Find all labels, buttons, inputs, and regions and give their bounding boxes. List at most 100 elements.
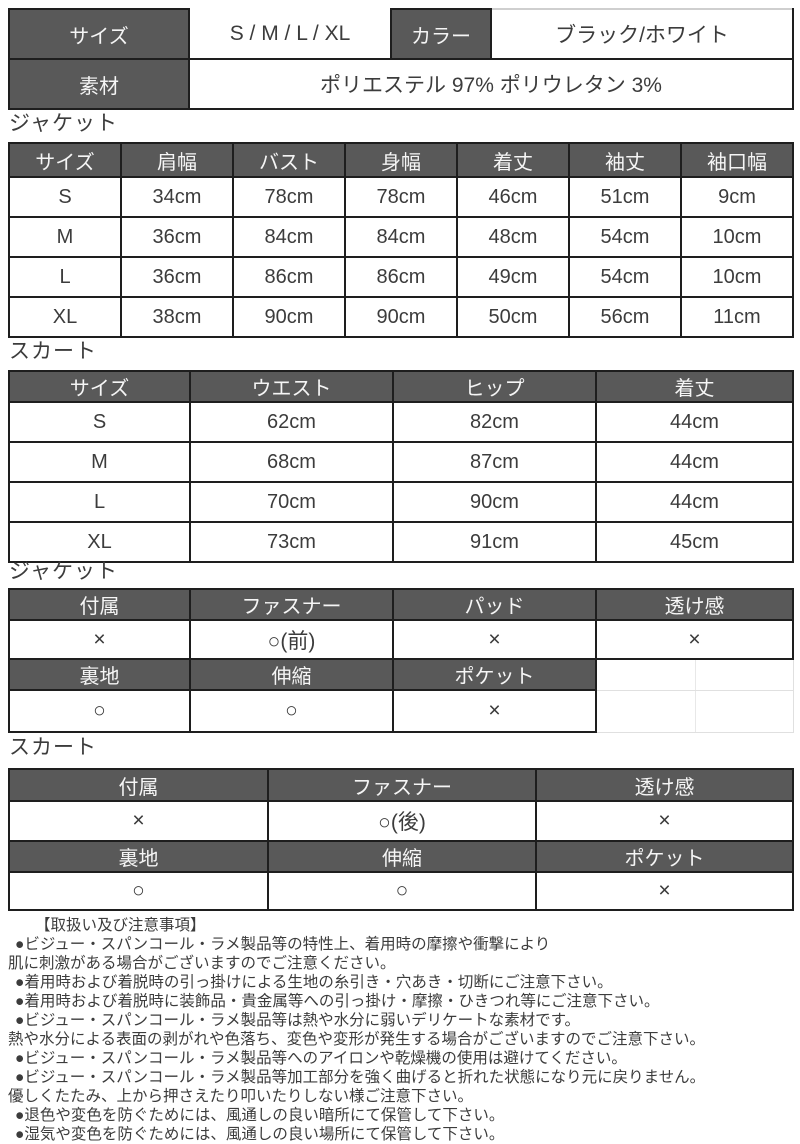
jacket-detail-value-cell: ○ [189,689,394,733]
table-header-row: 付属 ファスナー パッド 透け感 [8,588,794,621]
jacket-detail-header-cell: 伸縮 [189,658,394,691]
jacket-detail-header-cell: 裏地 [8,658,191,691]
jacket-size-header-cell: 身幅 [344,142,458,178]
skirt-size-cell: 90cm [392,481,597,523]
jacket-size-cell: 90cm [232,296,346,338]
jacket-size-cell: 9cm [680,176,794,218]
jacket-size-cell: XL [8,296,122,338]
table-row: L 70cm 90cm 44cm [8,481,794,523]
skirt-size-cell: 91cm [392,521,597,563]
note-line: ●着用時および着脱時に装飾品・貴金属等への引っ掛け・摩擦・ひきつれ等にご注意下さ… [15,993,660,1010]
jacket-detail-value-cell: ○ [8,689,191,733]
jacket-size-cell: 54cm [568,216,682,258]
color-label-cell: カラー [390,8,492,60]
jacket-detail-value-cell: × [392,689,597,733]
jacket-size-cell: 48cm [456,216,570,258]
jacket-size-header-cell: 袖口幅 [680,142,794,178]
skirt-size-cell: 82cm [392,401,597,443]
note-line: ●湿気や変色を防ぐためには、風通しの良い場所にて保管して下さい。 [15,1126,505,1143]
table-row: M 68cm 87cm 44cm [8,441,794,483]
skirt-size-cell: 44cm [595,441,794,483]
table-row: S 62cm 82cm 44cm [8,401,794,443]
jacket-size-cell: 51cm [568,176,682,218]
material-value-cell: ポリエステル 97% ポリウレタン 3% [188,58,794,110]
skirt-detail-table: 付属 ファスナー 透け感 × ○(後) × 裏地 伸縮 ポケット ○ ○ × [8,768,794,911]
note-line: 熱や水分による表面の剥がれや色落ち、変色や変形が発生する場合がございますのでご注… [8,1031,706,1048]
jacket-size-cell: 86cm [344,256,458,298]
note-line: 肌に刺激がある場合がございますのでご注意ください。 [8,955,396,972]
skirt-size-cell: L [8,481,191,523]
jacket-size-cell: 50cm [456,296,570,338]
empty-cell [595,658,794,691]
note-line: ●着用時および着脱時の引っ掛けによる生地の糸引き・穴あき・切断にご注意下さい。 [15,974,613,991]
jacket-size-cell: M [8,216,122,258]
note-line: ●ビジュー・スパンコール・ラメ製品等の特性上、着用時の摩擦や衝撃により [15,936,551,953]
jacket-size-header-cell: バスト [232,142,346,178]
skirt-size-cell: S [8,401,191,443]
jacket-size-cell: 54cm [568,256,682,298]
handling-notes: 【取扱い及び注意事項】 ●ビジュー・スパンコール・ラメ製品等の特性上、着用時の摩… [8,916,794,1144]
table-row: XL 38cm 90cm 90cm 50cm 56cm 11cm [8,296,794,338]
jacket-size-cell: 84cm [232,216,346,258]
jacket-size-cell: 11cm [680,296,794,338]
skirt-detail-header-cell: 伸縮 [267,840,537,873]
jacket-detail-value-cell: × [8,619,191,660]
skirt-size-header-cell: サイズ [8,370,191,403]
skirt-detail-value-cell: ○ [267,871,537,911]
jacket-size-header-cell: 袖丈 [568,142,682,178]
skirt-size-cell: 44cm [595,481,794,523]
skirt-size-cell: 45cm [595,521,794,563]
table-header-row: 裏地 伸縮 ポケット [8,840,794,873]
jacket-size-cell: 78cm [344,176,458,218]
jacket-size-section-title: ジャケット [9,112,118,135]
skirt-detail-header-cell: ファスナー [267,768,537,802]
jacket-detail-table: 付属 ファスナー パッド 透け感 × ○(前) × × 裏地 伸縮 ポケット ○… [8,588,794,733]
jacket-size-cell: 84cm [344,216,458,258]
table-row: XL 73cm 91cm 45cm [8,521,794,563]
skirt-size-cell: 87cm [392,441,597,483]
skirt-detail-value-cell: × [535,800,794,842]
skirt-size-section-title: スカート [9,340,97,363]
table-row: × ○(前) × × [8,619,794,660]
skirt-detail-header-cell: 透け感 [535,768,794,802]
table-row: 素材 ポリエステル 97% ポリウレタン 3% [8,58,794,110]
jacket-size-header-cell: 肩幅 [120,142,234,178]
skirt-detail-header-cell: ポケット [535,840,794,873]
table-header-row: 付属 ファスナー 透け感 [8,768,794,802]
jacket-size-cell: 46cm [456,176,570,218]
table-row: ○ ○ × [8,871,794,911]
skirt-size-header-cell: ウエスト [189,370,394,403]
skirt-size-cell: M [8,441,191,483]
jacket-size-cell: 36cm [120,216,234,258]
skirt-detail-value-cell: ○(後) [267,800,537,842]
jacket-detail-header-cell: ポケット [392,658,597,691]
jacket-size-cell: S [8,176,122,218]
jacket-size-cell: 56cm [568,296,682,338]
skirt-size-header-cell: 着丈 [595,370,794,403]
empty-cell [595,689,794,733]
jacket-size-cell: 36cm [120,256,234,298]
jacket-size-cell: L [8,256,122,298]
notes-heading: 【取扱い及び注意事項】 [35,917,206,934]
skirt-detail-value-cell: × [8,800,269,842]
jacket-size-cell: 90cm [344,296,458,338]
jacket-detail-header-cell: ファスナー [189,588,394,621]
table-header-row: 裏地 伸縮 ポケット [8,658,794,691]
jacket-detail-section-title: ジャケット [9,560,118,583]
note-line: ●ビジュー・スパンコール・ラメ製品等加工部分を強く曲げると折れた状態になり元に戻… [15,1069,706,1086]
jacket-detail-value-cell: ○(前) [189,619,394,660]
jacket-size-header-cell: 着丈 [456,142,570,178]
skirt-detail-section-title: スカート [9,736,97,759]
size-label-cell: サイズ [8,8,190,60]
table-row: L 36cm 86cm 86cm 49cm 54cm 10cm [8,256,794,298]
jacket-detail-value-cell: × [595,619,794,660]
product-spec-table: サイズ S / M / L / XL カラー ブラック/ホワイト 素材 ポリエス… [8,8,794,110]
skirt-size-cell: XL [8,521,191,563]
skirt-detail-value-cell: ○ [8,871,269,911]
jacket-size-cell: 10cm [680,256,794,298]
jacket-detail-value-cell: × [392,619,597,660]
note-line: 優しくたたみ、上から押さえたり叩いたりしない様ご注意下さい。 [8,1088,474,1105]
note-line: ●ビジュー・スパンコール・ラメ製品等は熱や水分に弱いデリケートな素材です。 [15,1012,581,1029]
material-label-cell: 素材 [8,58,190,110]
